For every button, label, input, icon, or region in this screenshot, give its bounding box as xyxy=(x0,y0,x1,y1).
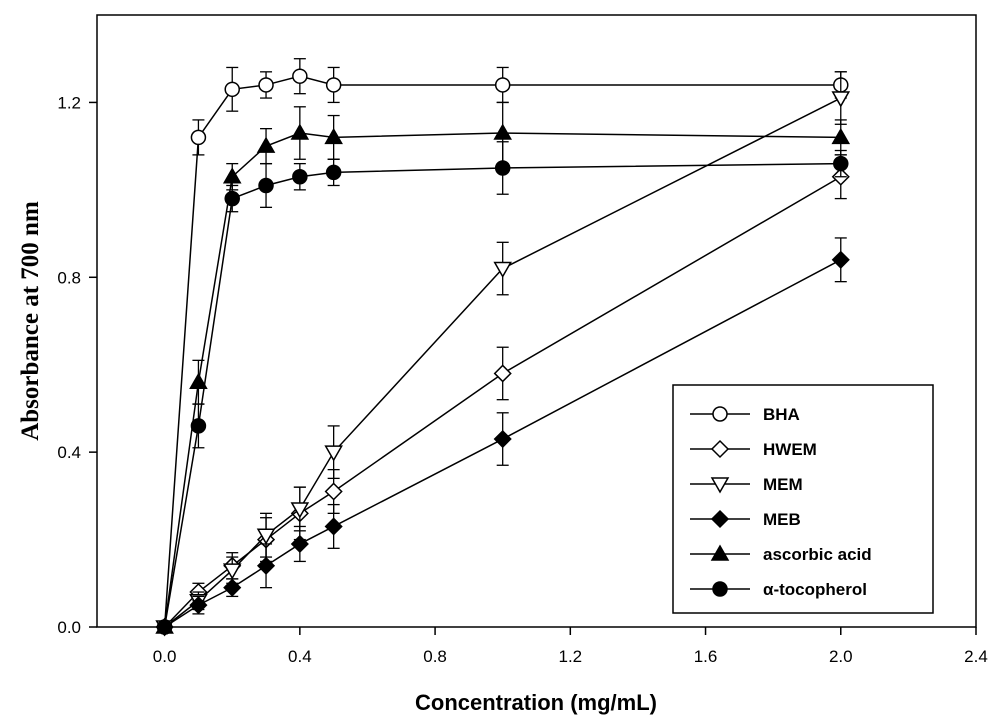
data-point xyxy=(224,190,240,207)
data-point xyxy=(224,81,240,98)
data-point xyxy=(493,429,512,449)
data-point xyxy=(325,164,342,181)
data-point xyxy=(290,534,309,554)
legend-item: α-tocopherol xyxy=(690,580,867,599)
legend-label: ascorbic acid xyxy=(763,545,872,564)
data-point xyxy=(258,177,274,194)
data-point xyxy=(831,250,850,269)
legend-label: MEM xyxy=(763,475,803,494)
data-point xyxy=(256,528,276,545)
y-axis: 0.0 0.4 0.8 1.2 xyxy=(57,93,97,637)
data-point xyxy=(292,68,308,84)
legend-label: HWEM xyxy=(763,440,817,459)
x-tick-label: 0.0 xyxy=(153,647,177,666)
data-point xyxy=(190,418,207,434)
legend-box xyxy=(672,384,934,614)
legend-marker xyxy=(710,509,730,529)
x-tick-label: 0.8 xyxy=(423,647,447,666)
series-layer xyxy=(155,58,851,637)
data-point xyxy=(493,364,512,383)
x-axis: 0.0 0.4 0.8 1.2 1.6 2.0 2.4 xyxy=(153,627,988,666)
legend-label: BHA xyxy=(763,405,800,424)
data-point xyxy=(831,127,851,145)
data-point xyxy=(223,578,242,597)
x-axis-label: Concentration (mg/mL) xyxy=(415,690,657,715)
y-tick-label: 0.4 xyxy=(57,443,81,462)
data-point xyxy=(324,127,343,145)
series-5 xyxy=(156,141,849,635)
data-point xyxy=(258,77,274,93)
data-point xyxy=(290,123,310,140)
legend: BHA HWEM MEM MEB ascorbic acid α-tocopherol xyxy=(672,384,934,614)
y-tick-label: 0.8 xyxy=(57,268,81,287)
legend-item: MEM xyxy=(690,475,803,494)
legend-marker xyxy=(710,439,730,459)
data-point xyxy=(324,517,343,536)
x-tick-label: 2.0 xyxy=(829,647,853,666)
data-point xyxy=(189,372,208,389)
x-tick-label: 0.4 xyxy=(288,647,312,666)
data-point xyxy=(833,155,849,172)
data-point xyxy=(190,129,207,146)
x-tick-label: 2.4 xyxy=(964,647,988,666)
data-point xyxy=(189,596,208,615)
data-point xyxy=(292,168,308,185)
data-point xyxy=(156,619,173,635)
legend-marker xyxy=(712,406,728,422)
legend-item: HWEM xyxy=(690,439,817,459)
data-point xyxy=(325,77,342,93)
data-point xyxy=(256,556,276,575)
data-point xyxy=(493,261,512,279)
legend-marker xyxy=(710,477,730,494)
data-point xyxy=(494,77,511,93)
legend-marker xyxy=(710,544,730,561)
series-0 xyxy=(156,58,849,635)
series-line xyxy=(163,132,841,628)
y-tick-label: 1.2 xyxy=(57,93,81,112)
data-point xyxy=(324,445,343,462)
y-tick-label: 0.0 xyxy=(57,618,81,637)
series-line xyxy=(164,176,842,628)
legend-marker xyxy=(712,581,728,597)
legend-label: MEB xyxy=(763,510,801,529)
legend-item: MEB xyxy=(690,509,801,529)
data-point xyxy=(831,91,851,108)
plot-frame xyxy=(96,14,977,628)
data-point xyxy=(222,167,242,184)
legend-label: α-tocopherol xyxy=(763,580,867,599)
legend-item: ascorbic acid xyxy=(690,544,872,564)
series-line xyxy=(163,162,841,628)
y-axis-label: Absorbance at 700 nm xyxy=(17,201,44,441)
data-point xyxy=(493,123,512,140)
x-tick-label: 1.6 xyxy=(694,647,718,666)
data-point xyxy=(290,502,310,519)
legend-item: BHA xyxy=(690,405,800,424)
data-point xyxy=(256,136,276,153)
data-point xyxy=(222,563,242,580)
data-point xyxy=(494,160,511,176)
series-line xyxy=(163,75,841,628)
x-tick-label: 1.2 xyxy=(558,647,582,666)
data-point xyxy=(324,482,343,501)
